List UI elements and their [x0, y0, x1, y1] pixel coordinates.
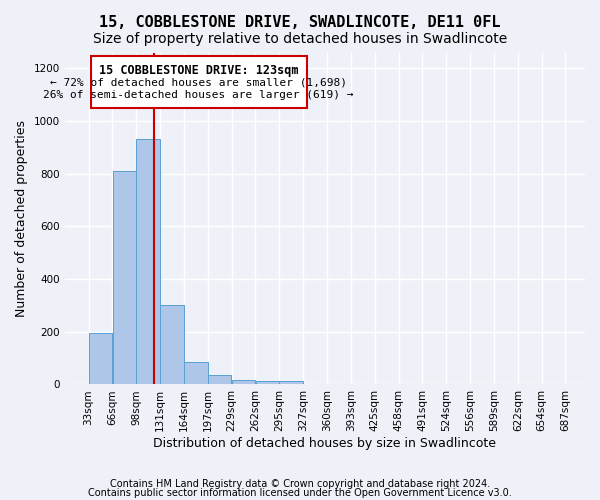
Bar — [184, 362, 208, 384]
Bar — [113, 171, 136, 384]
Bar — [232, 380, 255, 384]
Bar — [136, 140, 160, 384]
Bar — [280, 382, 303, 384]
Text: Contains public sector information licensed under the Open Government Licence v3: Contains public sector information licen… — [88, 488, 512, 498]
Text: ← 72% of detached houses are smaller (1,698): ← 72% of detached houses are smaller (1,… — [50, 78, 347, 88]
FancyBboxPatch shape — [91, 56, 307, 108]
Bar — [208, 375, 232, 384]
Text: 26% of semi-detached houses are larger (619) →: 26% of semi-detached houses are larger (… — [43, 90, 354, 100]
Y-axis label: Number of detached properties: Number of detached properties — [15, 120, 28, 317]
Text: Size of property relative to detached houses in Swadlincote: Size of property relative to detached ho… — [93, 32, 507, 46]
Bar — [89, 333, 112, 384]
Bar — [256, 380, 279, 384]
X-axis label: Distribution of detached houses by size in Swadlincote: Distribution of detached houses by size … — [154, 437, 496, 450]
Text: Contains HM Land Registry data © Crown copyright and database right 2024.: Contains HM Land Registry data © Crown c… — [110, 479, 490, 489]
Bar — [160, 306, 184, 384]
Text: 15 COBBLESTONE DRIVE: 123sqm: 15 COBBLESTONE DRIVE: 123sqm — [99, 64, 298, 76]
Text: 15, COBBLESTONE DRIVE, SWADLINCOTE, DE11 0FL: 15, COBBLESTONE DRIVE, SWADLINCOTE, DE11… — [99, 15, 501, 30]
